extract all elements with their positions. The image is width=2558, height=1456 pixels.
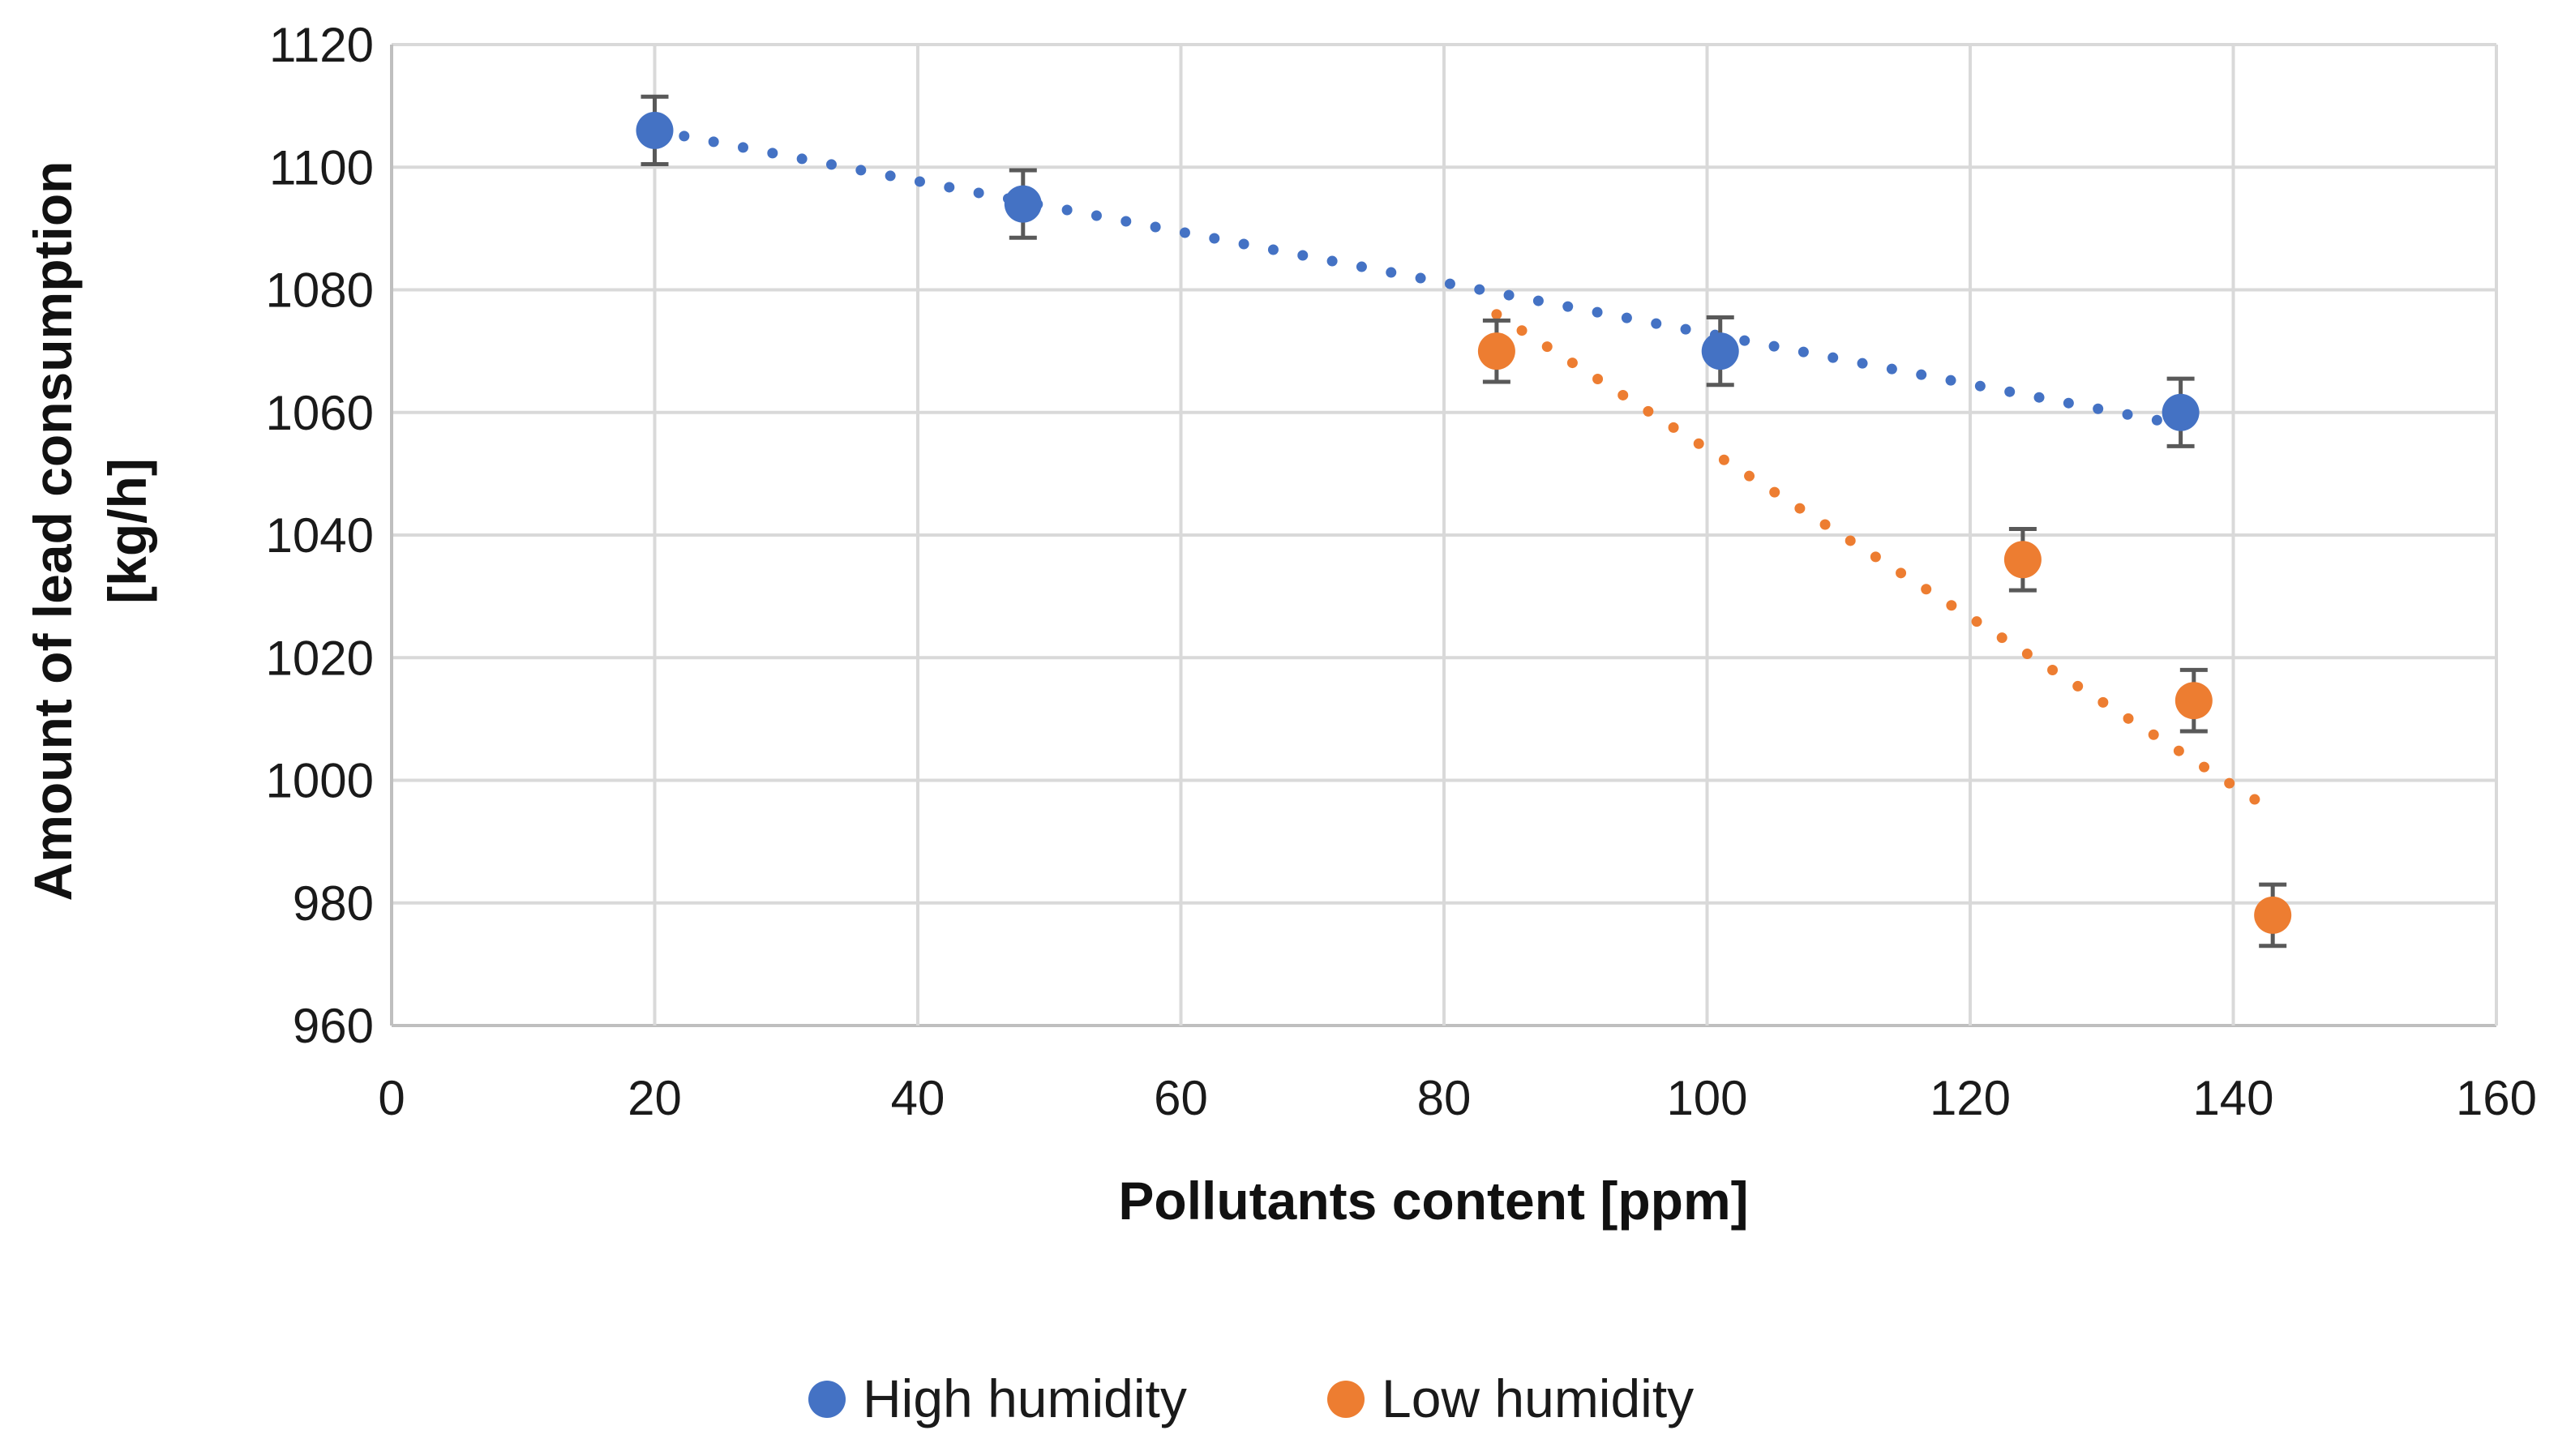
data-point-high-humidity xyxy=(2162,393,2200,431)
y-tick-label: 1120 xyxy=(269,18,374,72)
x-tick-label: 100 xyxy=(1666,1071,1747,1125)
y-tick-label: 1080 xyxy=(266,263,374,318)
data-point-high-humidity xyxy=(636,111,674,149)
x-tick-label: 120 xyxy=(1930,1071,2011,1125)
x-tick-label: 40 xyxy=(891,1071,945,1125)
legend-marker-low-humidity xyxy=(1327,1381,1365,1418)
point-layer xyxy=(636,94,2292,949)
data-point-low-humidity xyxy=(2175,682,2213,720)
y-tick-label: 1000 xyxy=(266,754,374,808)
legend-marker-high-humidity xyxy=(808,1381,846,1418)
trendline-high-humidity xyxy=(649,125,2187,430)
x-tick-label: 60 xyxy=(1154,1071,1208,1125)
grid-layer xyxy=(390,43,2498,1027)
x-tick-label: 160 xyxy=(2456,1071,2537,1125)
data-point-low-humidity xyxy=(1477,332,1515,370)
y-tick-label: 980 xyxy=(293,876,374,931)
trendline-layer xyxy=(649,125,2278,816)
data-point-low-humidity xyxy=(2254,896,2292,934)
y-tick-label: 1060 xyxy=(266,386,374,440)
trendline-low-humidity xyxy=(1491,309,2278,816)
x-tick-label: 80 xyxy=(1417,1071,1472,1125)
x-axis-title: Pollutants content [ppm] xyxy=(1118,1171,1748,1231)
x-tick-label: 0 xyxy=(378,1071,405,1125)
legend-label-high-humidity: High humidity xyxy=(863,1368,1187,1428)
y-tick-label: 1040 xyxy=(266,508,374,563)
x-tick-label: 20 xyxy=(628,1071,682,1125)
y-axis-title-line-2: [kg/h] xyxy=(97,458,157,604)
y-tick-label: 960 xyxy=(293,999,374,1053)
x-tick-label: 140 xyxy=(2192,1071,2273,1125)
data-point-low-humidity xyxy=(2003,541,2042,579)
y-tick-label: 1100 xyxy=(269,140,374,195)
axis-layer: 960 980 1000 1020 1040 1060 1080 1100 1120 0 20 40 6… xyxy=(266,18,2538,1125)
data-point-high-humidity xyxy=(1701,332,1739,370)
legend: High humidity Low humidity xyxy=(808,1368,1694,1428)
legend-label-low-humidity: Low humidity xyxy=(1382,1368,1694,1428)
y-tick-label: 1020 xyxy=(266,631,374,685)
y-axis-title-line-1: Amount of lead consumption xyxy=(23,161,83,901)
data-point-high-humidity xyxy=(1004,185,1042,223)
